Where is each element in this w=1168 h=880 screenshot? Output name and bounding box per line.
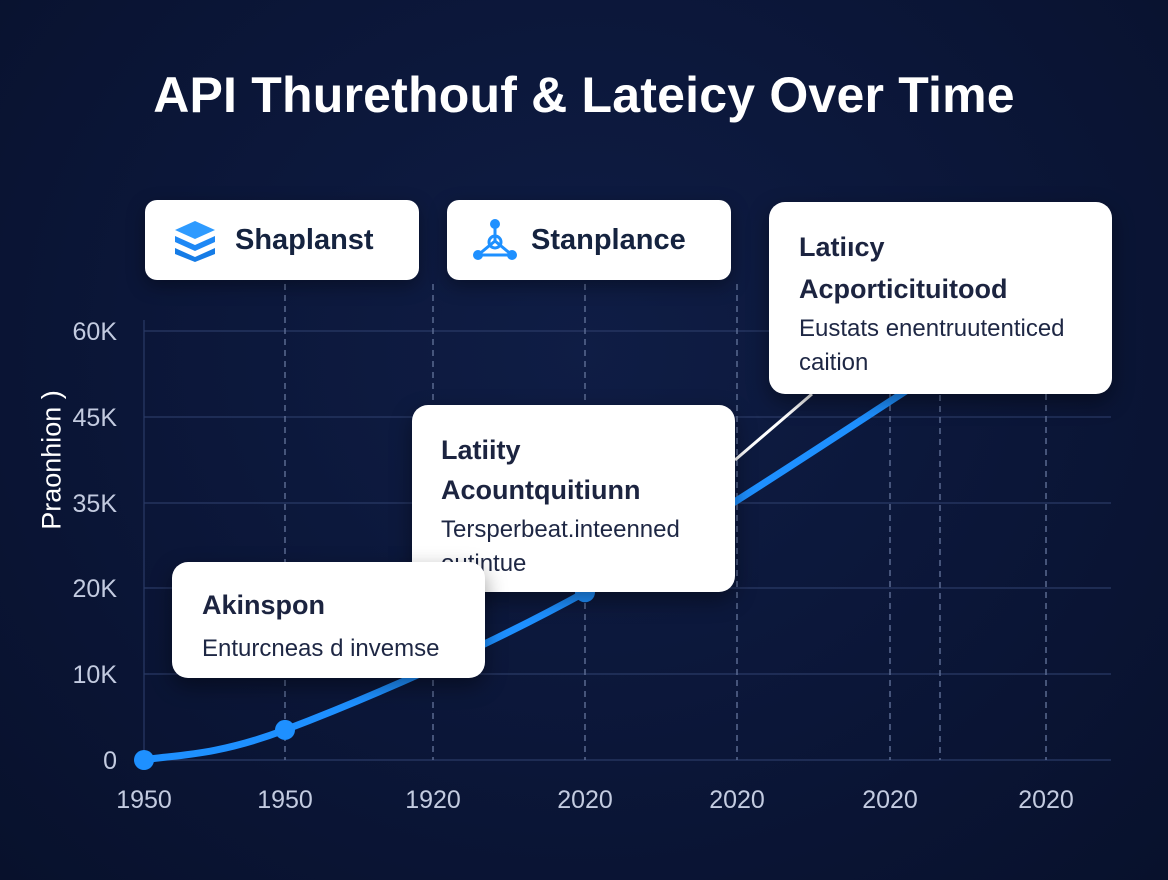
y-axis-label-text: Praonhion ) (36, 390, 67, 530)
x-tick-label: 1920 (405, 786, 461, 814)
x-tick-label: 1950 (257, 786, 313, 814)
y-tick-label: 45K (73, 404, 118, 432)
callout-body-line: caition (799, 349, 869, 376)
x-tick-labels: 1950 1950 1920 2020 2020 2020 2020 (116, 786, 1074, 814)
series-path (140, 367, 941, 764)
x-tick-label: 1950 (116, 786, 172, 814)
y-tick-label: 60K (73, 318, 118, 346)
callout-latency-top: Latiıcy Acporticituitood Eustats enentru… (769, 202, 1112, 394)
callout-title: Akinspon (202, 590, 326, 620)
y-tick-labels: 0 10K 20K 35K 45K 60K (73, 318, 118, 775)
callout-body-line: Eustats enentruutenticed (799, 315, 1065, 342)
legend-item-shaplanst: Shaplanst (145, 200, 419, 280)
x-tick-label: 2020 (557, 786, 613, 814)
network-icon (469, 217, 521, 263)
callout-akinspon: Akinspon Enturcneas d invemse (172, 562, 485, 678)
y-tick-label: 35K (73, 490, 118, 518)
x-tick-label: 2020 (709, 786, 765, 814)
legend-label-stanplance: Stanplance (531, 223, 686, 256)
chart-title: API Thurethouf & Lateicy Over Time (153, 67, 1015, 123)
y-tick-label: 10K (73, 661, 118, 689)
stack-icon (169, 218, 221, 262)
callout-subtitle: Acountquitiunn (441, 475, 641, 505)
callout-body-line: outintue (441, 550, 527, 577)
callout-connectors (734, 392, 813, 462)
callout-latency-middle: Latiity Acountquitiunn Tersperbeat.intee… (412, 405, 735, 592)
x-tick-label: 2020 (862, 786, 918, 814)
callout-connector (734, 392, 813, 462)
data-point (275, 719, 295, 740)
legend-label-shaplanst: Shaplanst (235, 223, 374, 256)
y-tick-label: 0 (103, 747, 117, 775)
callout-subtitle: Acporticituitood (799, 274, 1008, 304)
x-tick-label: 2020 (1018, 786, 1074, 814)
callout-title: Latiıcy (799, 232, 885, 262)
callout-body-line: Enturcneas d invemse (202, 635, 440, 662)
data-point (134, 750, 154, 770)
y-tick-label: 20K (73, 575, 118, 603)
callout-title: Latiity (441, 435, 521, 465)
legend-item-stanplance: Stanplance (447, 200, 731, 280)
callout-body-line: Tersperbeat.inteenned (441, 516, 680, 543)
